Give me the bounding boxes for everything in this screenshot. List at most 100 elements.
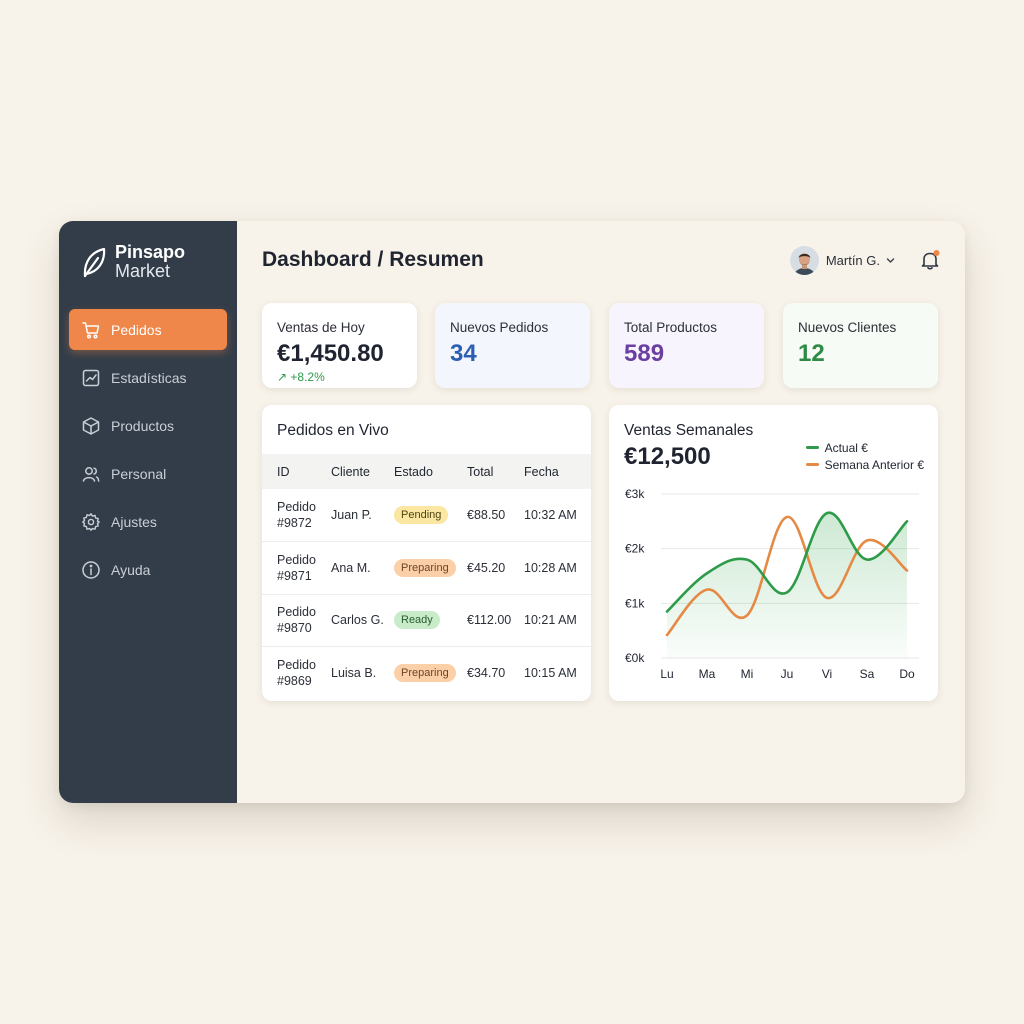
legend-label: Semana Anterior € <box>824 457 924 472</box>
avatar <box>789 246 819 275</box>
stat-card-nuevos-pedidos[interactable]: Nuevos Pedidos 34 <box>435 303 590 388</box>
orders-table: ID Cliente Estado Total Fecha Pedido #987… <box>262 454 591 699</box>
column-header[interactable]: Estado <box>394 464 433 479</box>
sales-line-chart: €0k €1k €2k €3k Lu Ma Mi Ju Vi Sa Do <box>625 487 919 681</box>
sidebar-item-ayuda[interactable]: Ayuda <box>69 549 227 590</box>
column-header[interactable]: Total <box>467 464 494 479</box>
x-tick-label: Sa <box>860 667 875 681</box>
series-area <box>667 512 907 658</box>
sidebar-item-label: Ayuda <box>111 561 151 578</box>
stat-value: 589 <box>624 340 665 367</box>
legend-label: Actual € <box>824 440 868 455</box>
order-id: Pedido #9870 <box>277 605 316 636</box>
user-name: Martín G. <box>825 253 880 268</box>
sidebar-item-pedidos[interactable]: Pedidos <box>69 309 227 350</box>
sidebar-item-productos[interactable]: Productos <box>69 405 227 446</box>
order-total: €88.50 <box>467 508 506 522</box>
sidebar: Pinsapo Market Pedidos Estadíst <box>59 221 237 803</box>
order-client: Carlos G. <box>331 613 384 628</box>
order-date: 10:21 AM <box>524 613 577 628</box>
page-title: Dashboard / Resumen <box>262 248 484 271</box>
order-date: 10:28 AM <box>524 560 577 575</box>
table-header-row: ID Cliente Estado Total Fecha <box>262 454 591 489</box>
box-icon <box>81 416 101 436</box>
stat-change: ↗ +8.2% <box>277 370 325 384</box>
notification-dot <box>933 250 940 256</box>
order-id: Pedido #9869 <box>277 658 316 688</box>
sidebar-item-ajustes[interactable]: Ajustes <box>69 501 227 542</box>
app-window: Pinsapo Market Pedidos Estadíst <box>59 221 965 803</box>
x-tick-label: Do <box>899 667 915 681</box>
order-total: €112.00 <box>467 613 512 628</box>
users-icon <box>81 464 101 484</box>
table-row[interactable]: Pedido #9869 Luisa B. Preparing €34.70 10… <box>262 647 591 700</box>
trend-up-icon: ↗ <box>277 370 288 384</box>
sales-title: Ventas Semanales <box>624 422 754 439</box>
notification-bell-icon[interactable] <box>919 249 941 271</box>
stat-label: Nuevos Clientes <box>798 320 897 335</box>
stat-value: 12 <box>798 340 825 367</box>
status-badge: Ready <box>394 611 440 630</box>
brand-logo[interactable]: Pinsapo Market <box>81 243 185 281</box>
status-badge: Pending <box>394 506 449 524</box>
order-client: Juan P. <box>331 508 372 522</box>
sidebar-item-label: Estadísticas <box>111 369 187 386</box>
sidebar-item-personal[interactable]: Personal <box>69 453 227 494</box>
user-menu[interactable]: Martín G. <box>789 246 896 275</box>
chart-icon <box>81 368 101 388</box>
stat-label: Ventas de Hoy <box>277 320 365 335</box>
cart-icon <box>81 320 101 340</box>
legend-item[interactable]: Semana Anterior € <box>805 456 924 473</box>
x-tick-label: Lu <box>660 667 673 681</box>
stat-card-total-productos[interactable]: Total Productos 589 <box>609 303 764 388</box>
sidebar-item-label: Ajustes <box>111 513 157 530</box>
order-id: Pedido #9871 <box>277 552 316 583</box>
order-client: Ana M. <box>331 560 371 575</box>
brand-name: Pinsapo <box>115 242 186 262</box>
order-client: Luisa B. <box>331 666 377 680</box>
order-date: 10:32 AM <box>524 508 577 522</box>
x-tick-label: Vi <box>822 667 832 681</box>
table-row[interactable]: Pedido #9872 Juan P. Pending €88.50 10:32… <box>262 489 591 542</box>
legend-item[interactable]: Actual € <box>805 439 924 456</box>
order-id: Pedido #9872 <box>277 500 316 530</box>
live-orders-card: Pedidos en Vivo ID Cliente Estado Total … <box>262 405 591 701</box>
stat-value: 34 <box>450 340 477 367</box>
sidebar-item-label: Pedidos <box>111 321 162 338</box>
y-tick-label: €2k <box>625 542 645 556</box>
column-header[interactable]: ID <box>277 464 290 479</box>
brand-subtitle: Market <box>115 261 171 281</box>
sidebar-nav: Pedidos Estadísticas Productos <box>69 309 227 597</box>
stat-card-ventas-hoy[interactable]: Ventas de Hoy €1,450.80 ↗ +8.2% <box>262 303 417 388</box>
sales-total: €12,500 <box>624 443 711 470</box>
y-tick-label: €0k <box>625 651 645 665</box>
status-badge: Preparing <box>394 558 456 577</box>
leaf-icon <box>83 247 106 278</box>
stat-card-nuevos-clientes[interactable]: Nuevos Clientes 12 <box>783 303 938 388</box>
weekly-sales-card: Ventas Semanales €12,500 Actual € Semana… <box>609 405 938 701</box>
sidebar-item-label: Personal <box>111 465 167 482</box>
x-tick-label: Ma <box>699 667 716 681</box>
gear-icon <box>81 512 101 532</box>
order-date: 10:15 AM <box>524 666 577 680</box>
chart-legend: Actual € Semana Anterior € <box>805 439 924 473</box>
column-header[interactable]: Cliente <box>331 464 370 479</box>
x-tick-label: Ju <box>781 667 794 681</box>
main-content: Dashboard / Resumen Martín G. <box>237 221 965 803</box>
legend-swatch <box>805 463 819 466</box>
stat-value: €1,450.80 <box>277 340 384 367</box>
order-total: €34.70 <box>467 666 506 680</box>
table-row[interactable]: Pedido #9871 Ana M. Preparing €45.20 10:2… <box>262 542 591 594</box>
table-row[interactable]: Pedido #9870 Carlos G. Ready €112.00 10:2… <box>262 594 591 647</box>
stat-label: Nuevos Pedidos <box>450 320 549 335</box>
status-badge: Preparing <box>394 664 456 682</box>
info-icon <box>81 560 101 580</box>
y-tick-label: €1k <box>625 596 645 610</box>
column-header[interactable]: Fecha <box>524 464 559 479</box>
y-tick-label: €3k <box>625 487 645 501</box>
order-total: €45.20 <box>467 560 506 575</box>
legend-swatch <box>805 446 819 449</box>
stat-label: Total Productos <box>624 320 718 335</box>
sidebar-item-estadisticas[interactable]: Estadísticas <box>69 357 227 398</box>
sidebar-item-label: Productos <box>111 417 175 434</box>
